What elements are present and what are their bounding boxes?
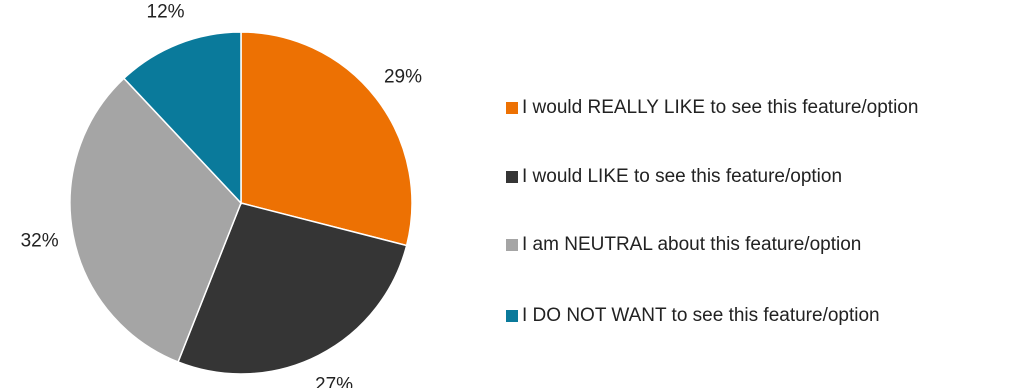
slice-really-like xyxy=(240,31,413,247)
legend-swatch xyxy=(506,310,518,322)
data-label-really-like: 29% xyxy=(384,66,422,87)
legend-label: I am NEUTRAL about this feature/option xyxy=(522,234,862,255)
data-label-like: 27% xyxy=(315,375,353,388)
data-label-neutral: 32% xyxy=(21,230,59,251)
legend-swatch xyxy=(506,239,518,251)
slice-like xyxy=(177,202,408,375)
slice-do-not-want xyxy=(122,31,242,205)
data-label-do-not-want: 12% xyxy=(147,1,185,22)
legend-swatch xyxy=(506,102,518,114)
legend-swatch xyxy=(506,171,518,183)
legend-item-do-not-want: I DO NOT WANT to see this feature/option xyxy=(506,305,880,327)
pie-chart: 29% 27% 32% 12% xyxy=(21,1,422,388)
legend-item-like: I would LIKE to see this feature/option xyxy=(506,166,842,188)
slice-neutral xyxy=(69,77,242,363)
legend-item-neutral: I am NEUTRAL about this feature/option xyxy=(506,234,861,256)
legend-label: I would REALLY LIKE to see this feature/… xyxy=(522,97,919,118)
legend-label: I DO NOT WANT to see this feature/option xyxy=(522,305,880,326)
legend-label: I would LIKE to see this feature/option xyxy=(522,166,843,187)
legend-item-really-like: I would REALLY LIKE to see this feature/… xyxy=(506,97,918,119)
